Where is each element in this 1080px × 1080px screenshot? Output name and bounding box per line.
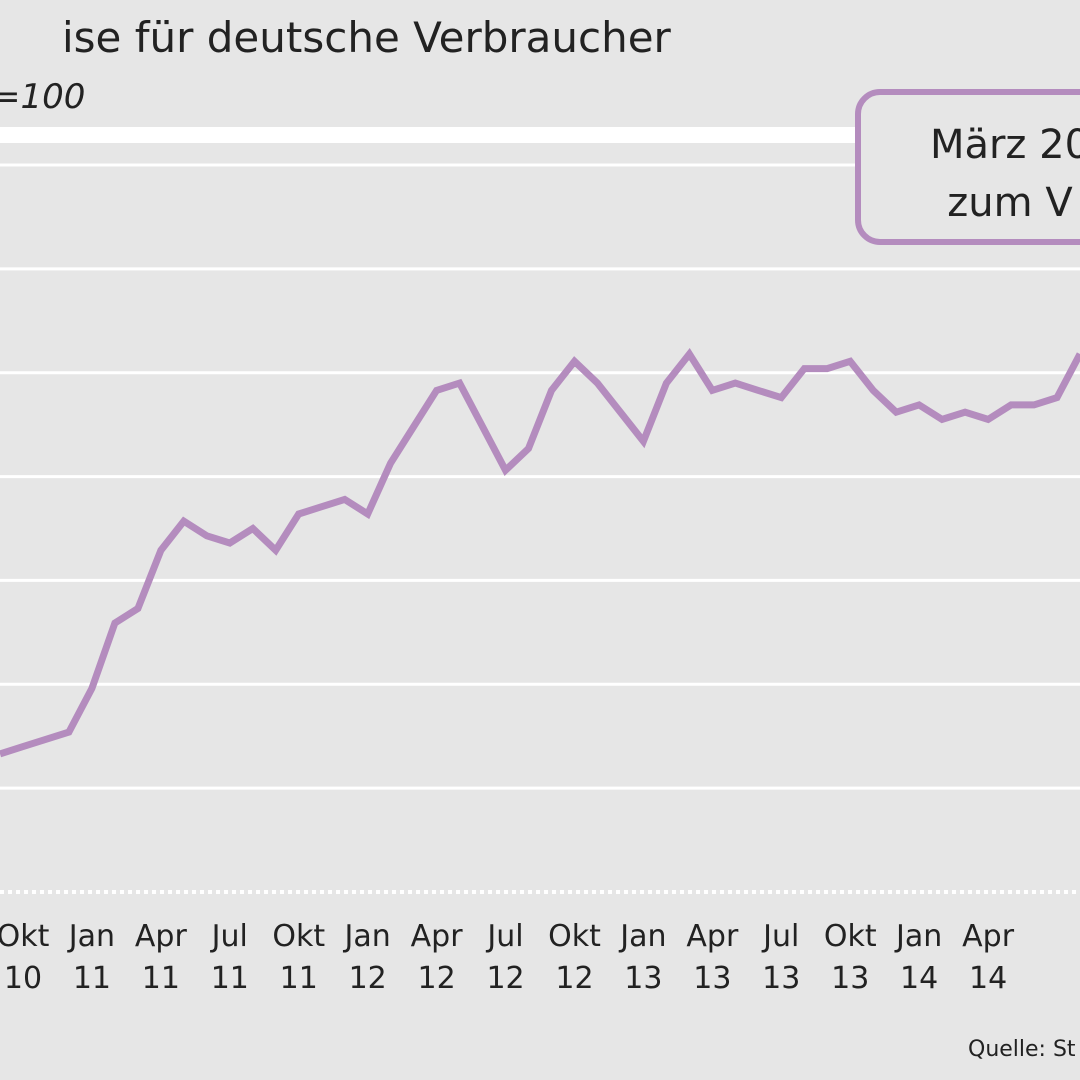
callout-frame xyxy=(855,89,1080,245)
x-tick-month: Okt xyxy=(272,919,325,954)
x-tick-month: Jul xyxy=(485,919,523,954)
callout-line-2: zum V xyxy=(947,180,1073,226)
x-tick-month: Jan xyxy=(618,919,666,954)
x-tick-month: Jul xyxy=(210,919,248,954)
x-tick-year: 12 xyxy=(349,961,387,996)
x-tick-year: 12 xyxy=(418,961,456,996)
x-tick-year: 13 xyxy=(831,961,869,996)
x-tick-month: Okt xyxy=(0,919,50,954)
x-tick-year: 14 xyxy=(900,961,938,996)
x-tick-year: 13 xyxy=(693,961,731,996)
x-tick-year: 11 xyxy=(73,961,111,996)
series-line xyxy=(0,347,1080,758)
grid-lines xyxy=(0,163,1080,790)
chart-title: ise für deutsche Verbraucher xyxy=(62,13,672,62)
x-tick-year: 11 xyxy=(211,961,249,996)
x-tick-month: Okt xyxy=(548,919,601,954)
header-band xyxy=(0,127,880,143)
callout-box: März 20 zum V xyxy=(855,89,1080,245)
series-layer xyxy=(0,347,1080,758)
x-tick-month: Jan xyxy=(343,919,391,954)
callout-line-1: März 20 xyxy=(930,122,1080,168)
x-tick-year: 13 xyxy=(762,961,800,996)
x-tick-month: Jul xyxy=(761,919,799,954)
chart-subtitle: =100 xyxy=(0,77,85,117)
x-tick-year: 11 xyxy=(280,961,318,996)
x-tick-year: 14 xyxy=(969,961,1007,996)
x-tick-month: Okt xyxy=(824,919,877,954)
x-tick-year: 12 xyxy=(555,961,593,996)
x-tick-year: 10 xyxy=(4,961,42,996)
x-tick-month: Apr xyxy=(135,919,188,954)
source-note: Quelle: St xyxy=(968,1037,1076,1062)
x-tick-year: 13 xyxy=(624,961,662,996)
x-tick-month: Apr xyxy=(962,919,1015,954)
x-tick-month: Apr xyxy=(411,919,464,954)
x-tick-year: 12 xyxy=(486,961,524,996)
x-tick-labels: Okt 10 Jan 11 Apr 11 Jul 11 Okt 11 Jan 12 Apr 12 Jul 12… xyxy=(0,919,1015,996)
x-tick-month: Jan xyxy=(67,919,115,954)
x-tick-year: 11 xyxy=(142,961,180,996)
x-tick-month: Jan xyxy=(894,919,942,954)
x-tick-month: Apr xyxy=(686,919,739,954)
